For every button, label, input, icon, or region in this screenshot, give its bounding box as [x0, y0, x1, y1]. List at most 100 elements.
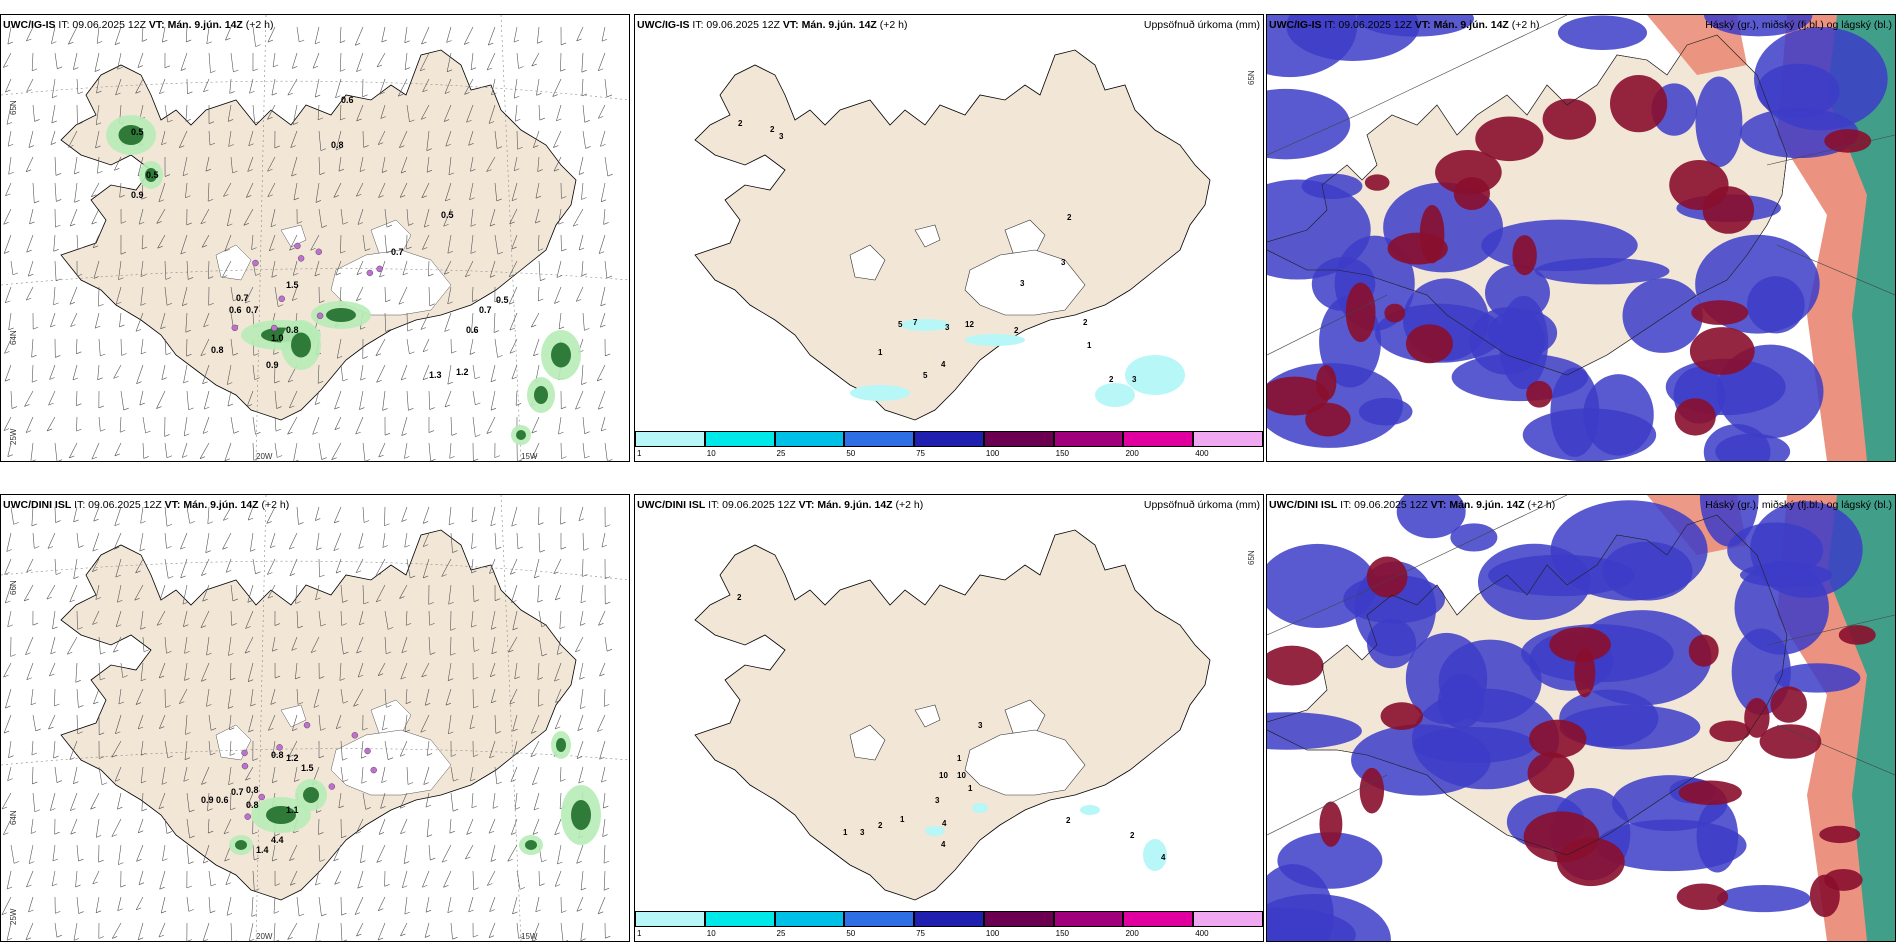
- map-panel-precip-dini: UWC/DINI ISL IT: 09.06.2025 12Z VT: Mán.…: [634, 494, 1264, 942]
- accum-precip-label: 2: [1066, 816, 1071, 825]
- precip-amount-label: 1.4: [256, 845, 269, 855]
- accum-precip-label: 4: [941, 360, 946, 369]
- colorbar-tick: 150: [1055, 929, 1070, 938]
- valid-time: VT: Mán. 9.jún. 14Z: [782, 19, 877, 31]
- precip-amount-label: 0.8: [246, 800, 259, 810]
- panel-header: UWC/IG-IS IT: 09.06.2025 12Z VT: Mán. 9.…: [1269, 19, 1539, 31]
- precip-amount-label: 0.7: [391, 247, 404, 257]
- init-time: IT: 09.06.2025 12Z: [1321, 19, 1415, 31]
- accum-precip-label: 3: [945, 323, 950, 332]
- panel-header: UWC/IG-IS IT: 09.06.2025 12Z VT: Mán. 9.…: [3, 19, 273, 31]
- map-canvas: [1267, 495, 1895, 941]
- panel-product-title: Uppsöfnuð úrkoma (mm): [1143, 19, 1260, 31]
- accum-precip-label: 1: [1087, 341, 1092, 350]
- lead-time: (+2 h): [1508, 19, 1540, 31]
- precip-amount-label: 0.9: [201, 795, 214, 805]
- lon-label: 15W: [521, 452, 538, 461]
- panel-product-title: Uppsöfnuð úrkoma (mm): [1143, 499, 1260, 511]
- precip-amount-label: 1.2: [456, 367, 469, 377]
- colorbar-swatch: [844, 911, 915, 927]
- accum-precip-label: 2: [770, 125, 775, 134]
- accum-precip-label: 2: [878, 821, 883, 830]
- map-canvas: [694, 529, 1211, 901]
- colorbar-swatch: [1053, 911, 1124, 927]
- valid-time: VT: Mán. 9.jún. 14Z: [1430, 499, 1525, 511]
- colorbar-swatch: [704, 911, 775, 927]
- precip-amount-label: 0.5: [496, 295, 509, 305]
- model-name: UWC/DINI ISL: [637, 499, 706, 511]
- precip-amount-label: 0.5: [131, 127, 144, 137]
- accum-precip-label: 4: [941, 840, 946, 849]
- colorbar-tick: 100: [985, 929, 1000, 938]
- lead-time: (+2 h): [892, 499, 924, 511]
- map-canvas: [694, 49, 1211, 421]
- precip-amount-label: 0.8: [271, 750, 284, 760]
- colorbar-tick: 75: [916, 929, 926, 938]
- accum-precip-label: 1: [957, 754, 962, 763]
- accum-precip-label: 2: [1109, 375, 1114, 384]
- colorbar-tick: 150: [1055, 449, 1070, 458]
- accum-precip-label: 3: [860, 828, 865, 837]
- lon-label: 20W: [256, 452, 273, 461]
- accum-precip-label: 4: [942, 819, 947, 828]
- colorbar-tick: 100: [985, 449, 1000, 458]
- accum-precip-label: 2: [737, 593, 742, 602]
- colorbar-swatch: [774, 431, 845, 447]
- lat-label: 66N: [9, 580, 18, 595]
- precip-amount-label: 0.8: [211, 345, 224, 355]
- colorbar-swatch: [844, 431, 915, 447]
- colorbar-tick: 10: [706, 449, 716, 458]
- accum-precip-label: 3: [978, 721, 983, 730]
- lat-label: 65N: [1247, 550, 1256, 565]
- colorbar-swatch: [1053, 431, 1124, 447]
- accum-precip-label: 1: [900, 815, 905, 824]
- precip-amount-label: 0.7: [246, 305, 259, 315]
- colorbar-tick: 50: [846, 929, 856, 938]
- model-name: UWC/IG-IS: [1269, 19, 1322, 31]
- colorbar-tick: 25: [776, 449, 786, 458]
- precip-amount-label: 4.4: [271, 835, 284, 845]
- colorbar-tick: 1: [637, 449, 642, 458]
- colorbar-swatch: [914, 911, 984, 927]
- valid-time: VT: Mán. 9.jún. 14Z: [148, 19, 243, 31]
- accum-precip-label: 1: [968, 784, 973, 793]
- lead-time: (+2 h): [258, 499, 290, 511]
- panel-header: UWC/IG-IS IT: 09.06.2025 12Z VT: Mán. 9.…: [637, 19, 907, 31]
- map-panel-wind-igis: UWC/IG-IS IT: 09.06.2025 12Z VT: Mán. 9.…: [0, 14, 630, 462]
- lead-time: (+2 h): [242, 19, 274, 31]
- panel-header: UWC/DINI ISL IT: 09.06.2025 12Z VT: Mán.…: [637, 499, 923, 511]
- precip-amount-label: 1.2: [286, 753, 299, 763]
- colorbar-tick: 400: [1195, 449, 1209, 458]
- model-name: UWC/IG-IS: [3, 19, 56, 31]
- colorbar-tick: 75: [916, 449, 926, 458]
- precip-amount-label: 0.8: [246, 785, 259, 795]
- valid-time: VT: Mán. 9.jún. 14Z: [1414, 19, 1509, 31]
- panel-product-title: Háský (gr.), miðský (fj.bl.) og lágský (…: [1705, 19, 1892, 31]
- accum-precip-label: 2: [738, 119, 743, 128]
- map-canvas: [1, 495, 629, 941]
- lead-time: (+2 h): [876, 19, 908, 31]
- precip-amount-label: 0.5: [146, 170, 159, 180]
- precip-amount-label: 0.7: [479, 305, 492, 315]
- precip-amount-label: 0.8: [286, 325, 299, 335]
- precip-amount-label: 0.7: [236, 293, 249, 303]
- panel-header: UWC/DINI ISL IT: 09.06.2025 12Z VT: Mán.…: [1269, 499, 1555, 511]
- lat-label: 25W: [9, 428, 18, 445]
- colorbar-swatch: [1123, 911, 1194, 927]
- accum-precip-label: 3: [1061, 258, 1066, 267]
- accum-precip-label: 3: [779, 132, 784, 141]
- colorbar-swatch: [914, 431, 984, 447]
- precip-amount-label: 1.5: [301, 763, 314, 773]
- accum-precip-label: 2: [1014, 326, 1019, 335]
- colorbar-swatch: [704, 431, 775, 447]
- precip-amount-label: 0.6: [229, 305, 242, 315]
- precip-amount-label: 0.8: [331, 140, 344, 150]
- valid-time: VT: Mán. 9.jún. 14Z: [798, 499, 893, 511]
- colorbar-tick: 1: [637, 929, 642, 938]
- colorbar-tick: 200: [1125, 449, 1139, 458]
- lead-time: (+2 h): [1524, 499, 1556, 511]
- accum-precip-label: 1: [878, 348, 883, 357]
- map-canvas: [1, 15, 629, 461]
- colorbar-tick: 10: [706, 929, 716, 938]
- map-canvas: [1267, 15, 1895, 461]
